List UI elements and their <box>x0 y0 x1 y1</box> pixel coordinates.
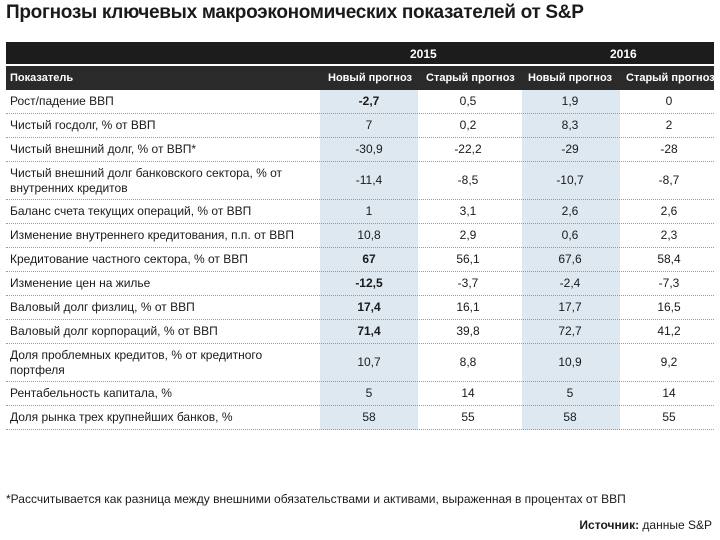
table-row: Изменение цен на жилье -12,5 -3,7 -2,4 -7,3 <box>6 272 714 296</box>
source-label: Источник: <box>579 518 640 532</box>
footnote: *Рассчитывается как разница между внешни… <box>6 492 626 506</box>
cell-value: 55 <box>461 410 475 424</box>
cell-value: 2 <box>665 118 673 132</box>
table-row: Валовый долг корпораций, % от ВВП 71,4 39,… <box>6 320 714 344</box>
table-row: Рентабельность капитала, % 5 14 5 14 <box>6 382 714 406</box>
cell-value: -2,4 <box>559 276 581 290</box>
table-row: Доля проблемных кредитов, % от кредитног… <box>6 344 714 382</box>
column-header-bar: Показатель Новый прогноз Старый прогноз … <box>6 66 715 90</box>
cell-value: 16,5 <box>657 300 681 314</box>
cell-value: -11,4 <box>355 173 383 187</box>
row-label: Изменение внутреннего кредитования, п.п.… <box>10 228 294 242</box>
cell-value: 5 <box>365 386 373 400</box>
cell-value: 55 <box>662 410 676 424</box>
cell-value: -7,3 <box>658 276 680 290</box>
cell-value: -30,9 <box>355 142 383 156</box>
cell-value: 10,7 <box>357 355 381 369</box>
col-header-indicator: Показатель <box>10 72 74 84</box>
row-label: Доля рынка трех крупнейших банков, % <box>10 410 233 424</box>
cell-value: -10,7 <box>556 173 584 187</box>
row-label: Чистый внешний долг банковского сектора,… <box>10 166 283 195</box>
cell-value: 5 <box>566 386 574 400</box>
cell-value: 58 <box>563 410 577 424</box>
source-line: Источник: данные S&P <box>579 518 712 532</box>
cell-value: -3,7 <box>457 276 479 290</box>
cell-value: 0,5 <box>459 94 477 108</box>
row-label: Баланс счета текущих операций, % от ВВП <box>10 204 252 218</box>
cell-value: 58,4 <box>657 252 681 266</box>
year-2016-label: 2016 <box>610 47 637 61</box>
highlight-2015-new <box>320 90 418 430</box>
cell-value: 16,1 <box>456 300 480 314</box>
year-header-bar: 2015 2016 <box>6 42 714 64</box>
col-header-2016-old: Старый прогноз <box>626 72 715 84</box>
col-header-2015-old: Старый прогноз <box>426 72 515 84</box>
forecast-table: 2015 2016 Показатель Новый прогноз Стары… <box>6 42 715 430</box>
cell-value: 1,9 <box>561 94 579 108</box>
cell-value: 67,6 <box>558 252 582 266</box>
row-label: Рост/падение ВВП <box>10 94 114 108</box>
year-2015-label: 2015 <box>410 47 437 61</box>
table-row: Рост/падение ВВП -2,7 0,5 1,9 0 <box>6 90 714 114</box>
cell-value: 10,9 <box>558 355 582 369</box>
cell-value: 9,2 <box>660 355 678 369</box>
cell-value: 2,3 <box>660 228 678 242</box>
cell-value: 2,6 <box>660 204 678 218</box>
source-value: данные S&P <box>642 518 712 532</box>
cell-value: 71,4 <box>357 324 381 338</box>
cell-value: 56,1 <box>456 252 480 266</box>
cell-value: 0 <box>665 94 673 108</box>
cell-value: -12,5 <box>355 276 383 290</box>
cell-value: -29 <box>561 142 579 156</box>
table-row: Доля рынка трех крупнейших банков, % 58 55… <box>6 406 714 430</box>
cell-value: -8,7 <box>658 173 680 187</box>
cell-value: 17,7 <box>558 300 582 314</box>
row-label: Рентабельность капитала, % <box>10 386 172 400</box>
table-row: Чистый внешний долг, % от ВВП* -30,9 -22,2… <box>6 138 714 162</box>
cell-value: -2,7 <box>358 94 380 108</box>
page-title: Прогнозы ключевых макроэкономических пок… <box>6 2 584 23</box>
row-label: Валовый долг корпораций, % от ВВП <box>10 324 218 338</box>
cell-value: 8,8 <box>459 355 477 369</box>
table-row: Изменение внутреннего кредитования, п.п.… <box>6 224 714 248</box>
cell-value: 14 <box>461 386 475 400</box>
cell-value: 0,6 <box>561 228 579 242</box>
col-header-2015-new: Новый прогноз <box>328 72 412 84</box>
cell-value: 58 <box>362 410 376 424</box>
row-label: Валовый долг физлиц, % от ВВП <box>10 300 195 314</box>
table-row: Валовый долг физлиц, % от ВВП 17,4 16,1 17,… <box>6 296 714 320</box>
cell-value: 2,9 <box>459 228 477 242</box>
row-label: Чистый внешний долг, % от ВВП* <box>10 142 197 156</box>
cell-value: -8,5 <box>457 173 479 187</box>
row-label: Доля проблемных кредитов, % от кредитног… <box>10 348 263 377</box>
table-row: Чистый внешний долг банковского сектора,… <box>6 162 714 200</box>
cell-value: 10,8 <box>357 228 381 242</box>
cell-value: 67 <box>362 252 376 266</box>
cell-value: -28 <box>660 142 678 156</box>
cell-value: 14 <box>662 386 676 400</box>
cell-value: 41,2 <box>657 324 681 338</box>
cell-value: 7 <box>365 118 373 132</box>
row-label: Изменение цен на жилье <box>10 276 151 290</box>
cell-value: 2,6 <box>561 204 579 218</box>
row-label: Чистый госдолг, % от ВВП <box>10 118 156 132</box>
cell-value: 1 <box>365 204 373 218</box>
table-row: Баланс счета текущих операций, % от ВВП 1… <box>6 200 714 224</box>
cell-value: 72,7 <box>558 324 582 338</box>
highlight-2016-new <box>522 90 620 430</box>
cell-value: 8,3 <box>561 118 579 132</box>
cell-value: 39,8 <box>456 324 480 338</box>
cell-value: -22,2 <box>454 142 482 156</box>
cell-value: 17,4 <box>357 300 381 314</box>
cell-value: 0,2 <box>459 118 477 132</box>
table-row: Кредитование частного сектора, % от ВВП 6… <box>6 248 714 272</box>
cell-value: 3,1 <box>459 204 477 218</box>
table-row: Чистый госдолг, % от ВВП 7 0,2 8,3 2 <box>6 114 714 138</box>
table-body: Рост/падение ВВП -2,7 0,5 1,9 0 Чистый госдол… <box>6 90 714 430</box>
col-header-2016-new: Новый прогноз <box>528 72 612 84</box>
row-label: Кредитование частного сектора, % от ВВП <box>10 252 248 266</box>
